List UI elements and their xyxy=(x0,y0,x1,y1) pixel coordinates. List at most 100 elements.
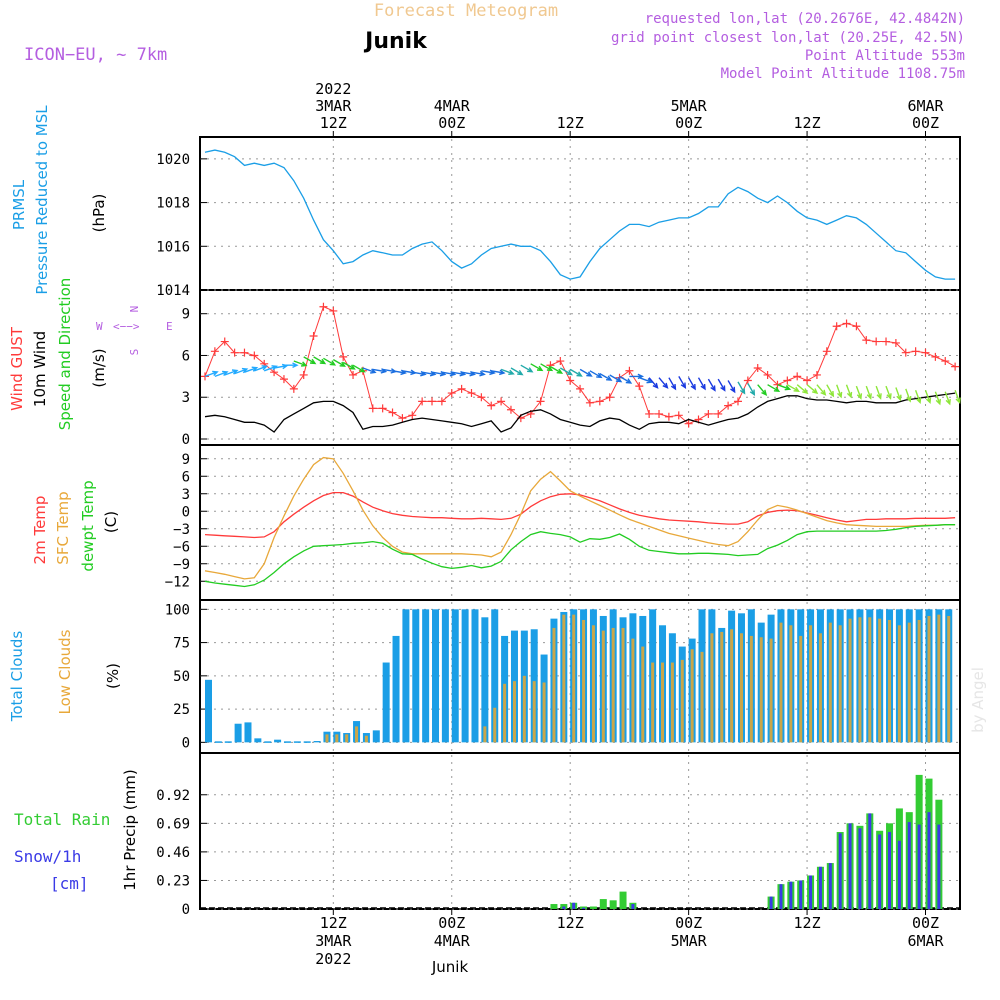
total-clouds-bar xyxy=(244,722,252,743)
y-tick-label: 9 xyxy=(182,452,190,468)
low-clouds-bar xyxy=(907,622,911,743)
clouds-panel-frame xyxy=(199,599,961,754)
snow-bar xyxy=(927,812,931,909)
wind-direction-arrow xyxy=(263,365,278,372)
low-clouds-bar xyxy=(917,619,921,743)
low-clouds-bar xyxy=(937,614,941,743)
gust-marker xyxy=(398,414,407,423)
gust-marker xyxy=(951,362,960,371)
wind-direction-arrow xyxy=(204,370,219,378)
temp-dewpt-label: dewpt Temp xyxy=(79,480,97,571)
rain-bar xyxy=(599,899,607,909)
footer-location: Junik xyxy=(431,958,469,976)
wind-direction-arrow xyxy=(569,368,583,377)
low-clouds-bar xyxy=(325,734,329,743)
wind-direction-arrow xyxy=(668,377,677,391)
wind-gust-label: Wind GUST xyxy=(8,326,26,411)
wind-direction-arrow xyxy=(687,377,696,391)
wind-direction-arrow xyxy=(757,384,768,396)
wind-direction-arrow xyxy=(550,365,564,374)
total-clouds-bar xyxy=(402,609,410,743)
compass-rose: W <−−> E N S xyxy=(96,306,173,356)
low-clouds-bar xyxy=(641,646,645,743)
gust-marker xyxy=(783,376,792,385)
snow-bar xyxy=(858,828,862,909)
prmsl-label: PRMSL xyxy=(10,179,28,230)
axis-labels: 10141016101810200369−12−9−6−303690255075… xyxy=(156,80,944,968)
gust-marker xyxy=(250,351,259,360)
total-rain-label: Total Rain xyxy=(14,810,110,829)
snow-bar xyxy=(572,902,576,909)
snow-bar xyxy=(828,863,832,909)
total-clouds-bar xyxy=(283,741,291,743)
low-clouds-bar xyxy=(769,638,773,743)
wind-direction-arrow xyxy=(875,385,882,400)
gust-marker xyxy=(793,372,802,381)
wind-direction-arrow xyxy=(540,363,554,372)
gust-marker xyxy=(882,337,891,346)
gust-marker xyxy=(230,348,239,357)
snow-bar xyxy=(799,880,803,909)
total-clouds-bar xyxy=(471,609,479,743)
wind-direction-arrow xyxy=(500,368,515,375)
total-clouds-bar xyxy=(432,609,440,743)
y-tick-label: −3 xyxy=(173,522,190,538)
snow-bar xyxy=(818,866,822,909)
snow-bar xyxy=(631,904,635,909)
low-clouds-bar xyxy=(828,622,832,743)
gust-marker xyxy=(576,384,585,393)
clouds-unit-label: (%) xyxy=(104,663,122,689)
wind-direction-arrow xyxy=(491,369,506,376)
wind-direction-arrow xyxy=(954,390,961,405)
wind-direction-arrow xyxy=(589,370,603,379)
temperature-panel-frame xyxy=(199,444,961,601)
bottom-time-label: 2022 xyxy=(315,950,351,968)
gust-marker xyxy=(931,352,940,361)
wind-10m-label: 10m Wind xyxy=(31,331,49,407)
total-clouds-bar xyxy=(422,609,430,743)
wind-direction-arrow xyxy=(806,384,819,395)
gust-marker xyxy=(477,393,486,402)
total-clouds-bar xyxy=(491,609,499,743)
wind-direction-arrow xyxy=(767,384,781,393)
top-time-label: 2022 xyxy=(315,80,351,98)
gust-marker xyxy=(220,337,229,346)
low-clouds-bar xyxy=(927,615,931,743)
top-time-label: 00Z xyxy=(675,114,702,132)
rain-bar xyxy=(550,904,558,909)
gust-marker xyxy=(645,409,654,418)
gust-marker xyxy=(595,397,604,406)
snow-bar xyxy=(779,884,783,909)
wind-side-labels: Wind GUST 10m Wind Speed and Direction (… xyxy=(8,278,173,431)
wind-direction-arrow xyxy=(707,378,716,392)
total-clouds-bar xyxy=(264,741,272,743)
wind-direction-arrow xyxy=(865,385,872,400)
gust-marker xyxy=(655,409,664,418)
low-clouds-bar xyxy=(651,662,655,743)
wind-direction-arrow xyxy=(924,390,932,405)
low-clouds-bar xyxy=(947,615,951,743)
low-clouds-bar xyxy=(542,682,546,743)
gust-marker xyxy=(704,409,713,418)
gust-marker xyxy=(418,397,427,406)
chart-title: Forecast Meteogram xyxy=(374,1,558,21)
gust-marker xyxy=(803,376,812,385)
gust-marker xyxy=(605,393,614,402)
gust-marker xyxy=(349,370,358,379)
wind-direction-arrow xyxy=(648,377,659,389)
gust-marker xyxy=(299,370,308,379)
low-clouds-bar xyxy=(838,625,842,743)
snow-bar xyxy=(868,813,872,909)
bottom-time-label: 00Z xyxy=(912,914,939,932)
gridlines xyxy=(200,131,960,915)
wind-direction-arrow xyxy=(658,377,669,389)
wind-direction-arrow xyxy=(747,382,756,396)
wind-direction-arrow xyxy=(599,372,613,381)
low-clouds-bar xyxy=(730,629,734,743)
total-clouds-bar xyxy=(313,741,321,743)
gust-marker xyxy=(457,384,466,393)
gust-marker xyxy=(279,375,288,384)
snow-bar xyxy=(888,832,892,909)
total-clouds-bar xyxy=(205,679,212,743)
wind-direction-arrow xyxy=(777,384,792,391)
